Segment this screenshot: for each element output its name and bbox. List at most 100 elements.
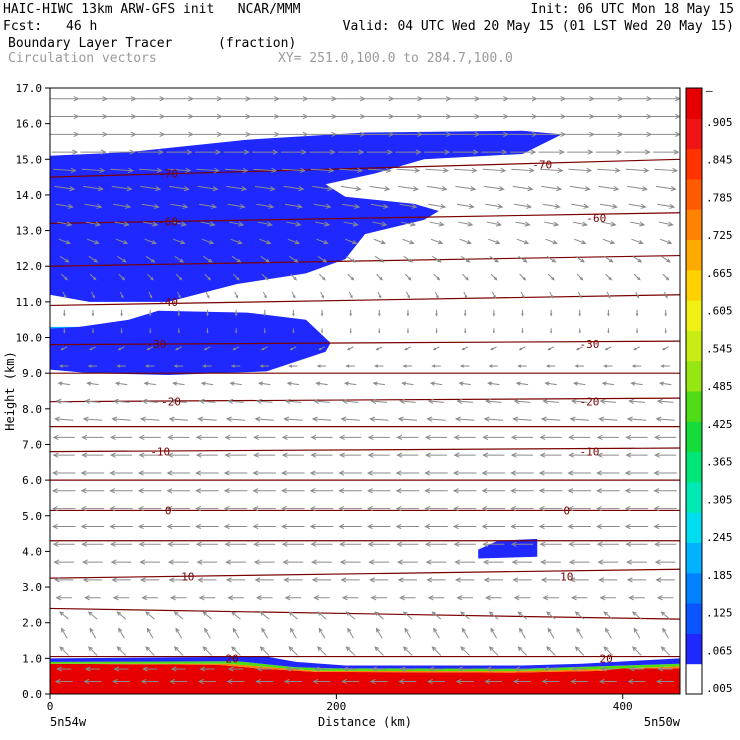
vector-arrow <box>397 416 418 422</box>
vector-arrow <box>369 416 389 422</box>
vector-arrow <box>146 346 154 351</box>
contour-label: 10 <box>560 570 573 583</box>
vector-arrow <box>576 627 584 639</box>
vector-arrow <box>80 523 105 530</box>
vector-arrow <box>375 346 383 351</box>
vector-arrow <box>338 506 362 512</box>
colorbar-swatch <box>686 88 702 119</box>
vector-arrow <box>173 238 186 245</box>
vector-arrow <box>403 255 414 263</box>
vector-arrow <box>80 488 105 494</box>
vector-arrow <box>632 255 643 263</box>
vector-arrow <box>599 203 618 209</box>
vector-arrow <box>175 346 182 351</box>
vector-arrow <box>510 488 534 494</box>
vector-arrow <box>538 488 563 494</box>
contour--20 <box>50 397 680 403</box>
vector-arrow <box>142 666 158 672</box>
vector-arrow <box>203 255 213 263</box>
vector-arrow <box>574 611 585 620</box>
vector-arrow <box>227 595 244 601</box>
vector-arrow <box>594 131 624 137</box>
vector-arrow <box>429 221 445 227</box>
vector-arrow <box>567 506 591 512</box>
vector-arrow <box>170 398 187 404</box>
contour-label: -20 <box>161 396 181 409</box>
vector-arrow <box>58 238 71 245</box>
vector-arrow <box>89 627 97 639</box>
vector-arrow <box>625 452 648 458</box>
vector-arrow <box>451 96 481 102</box>
vector-arrow <box>170 666 186 672</box>
vector-arrow <box>311 416 332 422</box>
vector-arrow <box>598 678 617 685</box>
forecast-label: Fcst: <box>3 19 43 34</box>
vector-arrow <box>227 398 244 404</box>
vector-arrow <box>540 577 561 583</box>
vector-arrow <box>281 488 305 494</box>
vector-arrow <box>596 506 620 512</box>
vector-arrow <box>78 96 109 102</box>
vector-arrow <box>366 523 391 530</box>
vector-arrow <box>136 131 166 137</box>
vector-arrow <box>539 452 562 458</box>
vector-arrow <box>232 627 240 639</box>
contour-labels: -70 -70 -60 -60 -40 -30 -30 -20 -20 -10 -10 0 0 10 10 2… <box>146 159 612 666</box>
vector-arrow <box>428 666 444 672</box>
vector-arrow <box>168 416 189 422</box>
vector-arrow <box>568 434 591 440</box>
vector-arrow <box>424 506 448 512</box>
colorbar-swatch <box>686 663 702 695</box>
y-tick-label: 3.0 <box>22 581 42 594</box>
vector-arrow <box>340 416 360 422</box>
vector-arrow <box>485 595 502 601</box>
vector-arrow <box>373 364 384 368</box>
vector-arrow <box>635 328 639 334</box>
vector-arrow <box>222 96 252 102</box>
vector-arrow <box>481 470 506 476</box>
vector-arrow <box>370 595 388 601</box>
vector-arrow <box>136 113 166 120</box>
y-tick-label: 12.0 <box>16 260 43 273</box>
colorbar-label: .725 <box>706 229 733 242</box>
vector-arrow <box>84 595 101 601</box>
vector-arrow <box>633 627 641 639</box>
vector-arrow <box>567 470 591 476</box>
vector-arrow <box>81 167 106 174</box>
vector-arrow <box>54 416 74 422</box>
contour--40 <box>50 294 680 307</box>
vector-arrow <box>479 96 510 102</box>
colorbar-label: .305 <box>706 493 733 506</box>
vector-arrow <box>112 398 130 404</box>
vector-arrow <box>308 113 338 120</box>
vector-arrow <box>204 273 212 281</box>
vector-arrow <box>317 646 327 656</box>
vector-arrow <box>422 96 452 102</box>
vector-arrow <box>463 291 468 299</box>
vector-arrow <box>537 96 567 102</box>
vector-arrow <box>168 185 190 192</box>
vector-arrow <box>84 203 103 209</box>
vector-arrow <box>431 364 441 368</box>
vector-arrow <box>200 221 216 227</box>
vector-arrow <box>254 416 274 422</box>
vector-arrow <box>373 238 386 245</box>
vector-arrow <box>345 611 356 620</box>
vector-arrow <box>594 113 624 120</box>
vector-arrow <box>260 255 270 263</box>
vector-arrow <box>60 627 68 639</box>
vector-arrow <box>404 627 412 639</box>
vector-arrow <box>279 131 309 137</box>
vector-arrow <box>87 611 98 620</box>
vector-arrow <box>234 309 238 317</box>
vector-arrow <box>488 238 501 245</box>
vector-arrow <box>542 203 561 209</box>
vector-arrow <box>138 167 163 174</box>
vector-arrow <box>398 185 419 192</box>
vector-arrow <box>628 666 645 672</box>
vector-arrow <box>515 221 531 227</box>
contour-label: -20 <box>580 396 600 409</box>
vector-arrow <box>263 328 266 334</box>
vector-arrow <box>662 273 670 281</box>
vector-arrow <box>145 255 156 263</box>
